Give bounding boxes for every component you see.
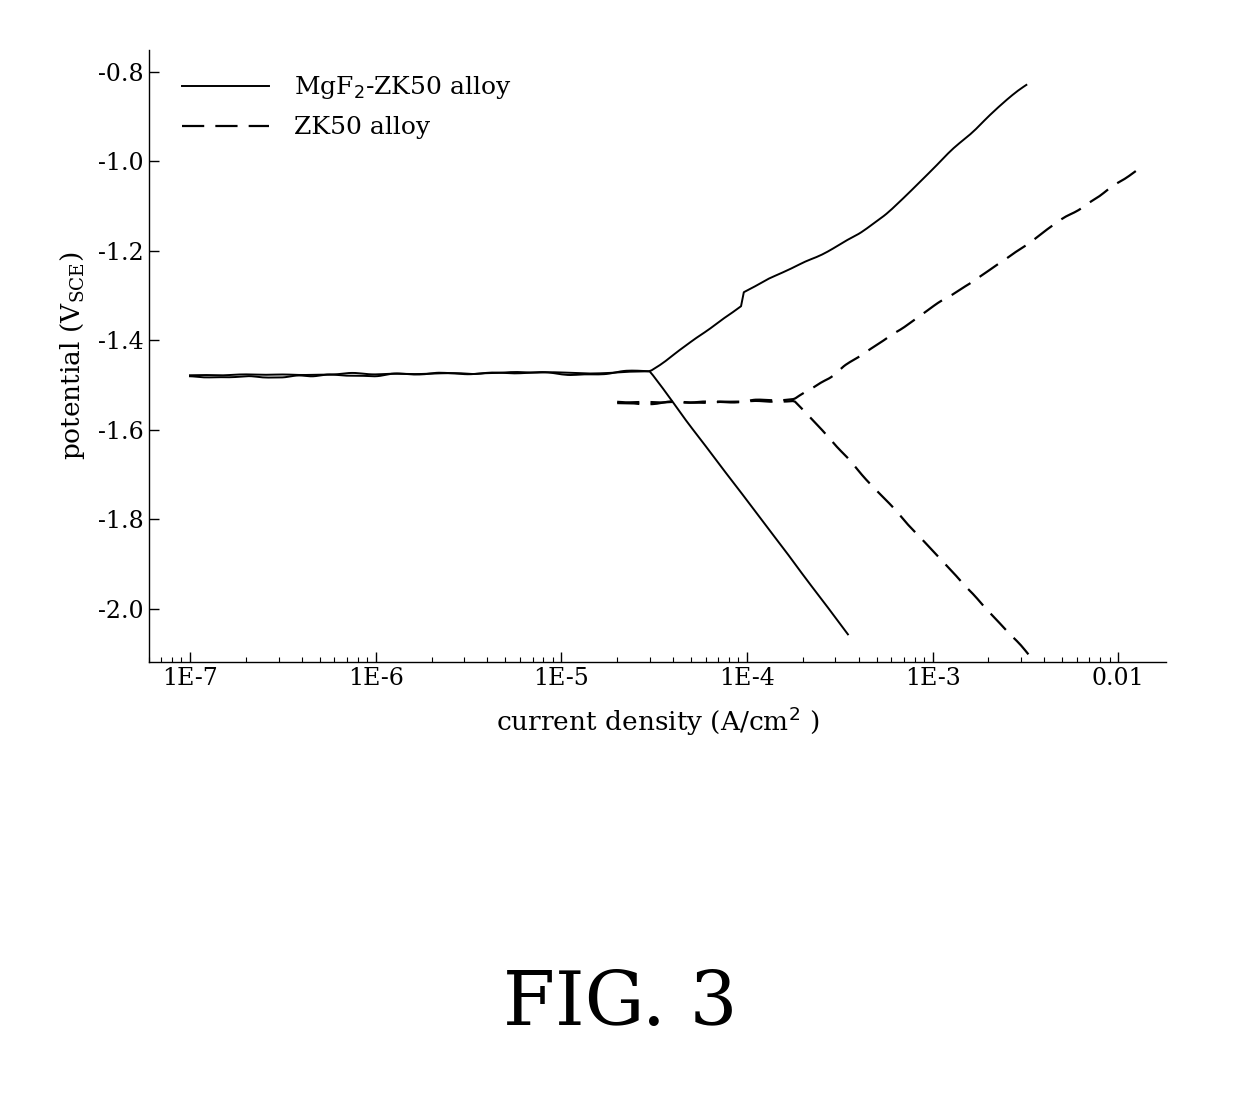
- X-axis label: current density (A/cm$^2$ ): current density (A/cm$^2$ ): [496, 704, 818, 737]
- Y-axis label: potential (V$_{\mathregular{SCE}}$): potential (V$_{\mathregular{SCE}}$): [58, 252, 87, 460]
- Text: FIG. 3: FIG. 3: [502, 968, 738, 1041]
- Legend: MgF$_2$-ZK50 alloy, ZK50 alloy: MgF$_2$-ZK50 alloy, ZK50 alloy: [181, 74, 511, 139]
